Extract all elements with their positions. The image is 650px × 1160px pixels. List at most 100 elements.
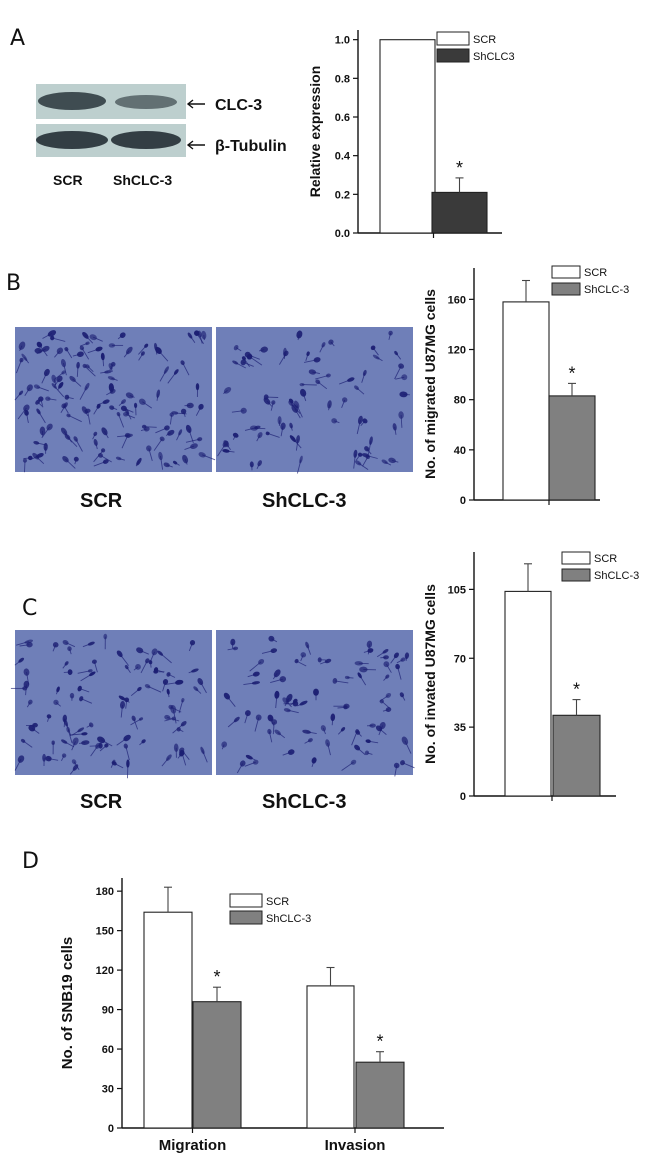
cell-process: [118, 457, 126, 461]
cell-body: [244, 351, 251, 358]
cell-body: [22, 458, 28, 463]
cell-process: [119, 653, 129, 666]
legend-swatch: [561, 551, 591, 565]
cell-process: [75, 438, 83, 452]
cell-process: [202, 454, 216, 461]
cell-process: [65, 642, 76, 648]
bar: [552, 714, 601, 797]
panel-letter-c: C: [22, 596, 37, 621]
cell-body: [156, 389, 161, 398]
cell-process: [290, 700, 296, 706]
y-tick-label: 0.8: [335, 73, 350, 85]
cell-process: [110, 387, 113, 393]
cell-process: [405, 655, 408, 661]
cell-process: [353, 453, 356, 469]
cell-process: [388, 332, 392, 340]
cell-process: [365, 454, 378, 459]
cell-process: [19, 644, 30, 647]
y-axis-label: No. of migrated U87MG cells: [422, 289, 438, 479]
cell-process: [383, 676, 388, 681]
cell-process: [227, 719, 238, 728]
cell-body: [252, 759, 259, 765]
bar: [502, 301, 550, 501]
cell-process: [376, 356, 383, 362]
cell-process: [168, 673, 176, 678]
cell-process: [355, 454, 361, 461]
cell-process: [394, 765, 398, 777]
cell-process: [61, 755, 65, 762]
cell-process: [133, 666, 139, 671]
cell-process: [236, 763, 244, 774]
cell-process: [386, 663, 392, 673]
micrograph-label-b-sh: ShCLC-3: [262, 490, 346, 512]
micrographs: SCR ShCLC-3 SCR ShCLC-3: [10, 327, 415, 813]
cell-body: [39, 426, 46, 436]
cell-process: [113, 762, 124, 769]
cell-process: [79, 342, 88, 347]
cell-process: [133, 718, 139, 730]
cell-process: [402, 762, 415, 769]
micrograph-label-c-scr: SCR: [80, 791, 123, 813]
significance-star: *: [213, 967, 220, 987]
cell-process: [282, 751, 292, 756]
cell-body: [43, 368, 50, 377]
cell-process: [118, 414, 125, 428]
cell-process: [261, 650, 274, 654]
cell-process: [153, 438, 163, 451]
cell-process: [331, 717, 334, 726]
cell-process: [116, 737, 128, 746]
cell-process: [376, 650, 386, 658]
cell-process: [142, 401, 153, 409]
cell-process: [79, 688, 90, 693]
cell-process: [178, 728, 184, 733]
y-axis-label: No. of SNB19 cells: [59, 937, 76, 1070]
cell-process: [100, 455, 112, 463]
cell-process: [341, 399, 346, 408]
cell-process: [110, 366, 113, 372]
cell-process: [253, 427, 266, 430]
cell-process: [47, 716, 50, 722]
cell-process: [15, 359, 22, 374]
cell-process: [217, 443, 226, 457]
cell-process: [162, 681, 166, 692]
cell-body: [311, 757, 317, 764]
cell-process: [84, 365, 96, 377]
cell-process: [368, 740, 379, 744]
cell-process: [95, 442, 98, 450]
cell-process: [76, 365, 79, 377]
cell-process: [202, 750, 208, 763]
cell-process: [341, 761, 354, 771]
cell-process: [79, 742, 86, 744]
cell-process: [359, 675, 367, 686]
micrograph-b-sh: [216, 327, 413, 472]
cell-body: [148, 660, 153, 665]
y-tick-label: 160: [448, 294, 466, 306]
cell-process: [177, 753, 183, 759]
cell-process: [26, 701, 31, 708]
cell-process: [195, 688, 202, 694]
cell-process: [395, 376, 405, 380]
cell-process: [26, 412, 29, 423]
cell-process: [85, 335, 94, 344]
cell-process: [334, 420, 340, 424]
cell-process: [52, 337, 66, 342]
cell-process: [234, 362, 247, 369]
cell-process: [311, 760, 315, 768]
cell-process: [404, 740, 412, 754]
cell-process: [381, 700, 391, 709]
cell-body: [195, 383, 200, 391]
y-tick-label: 0.2: [335, 189, 350, 201]
cell-process: [66, 396, 74, 400]
cell-process: [22, 740, 33, 748]
cell-process: [272, 721, 275, 735]
cell-process: [121, 697, 130, 703]
cell-process: [139, 740, 144, 746]
cell-process: [84, 409, 89, 417]
cell-process: [42, 333, 53, 339]
cell-process: [221, 744, 225, 750]
cell-process: [330, 341, 335, 347]
cell-process: [306, 644, 312, 655]
chart-d-snb19-cells: 0 30 60 90 120 150 180 No. of SNB19 cells * Migra…: [59, 878, 444, 1154]
cell-process: [277, 732, 286, 739]
y-tick-label: 0.6: [335, 112, 350, 124]
